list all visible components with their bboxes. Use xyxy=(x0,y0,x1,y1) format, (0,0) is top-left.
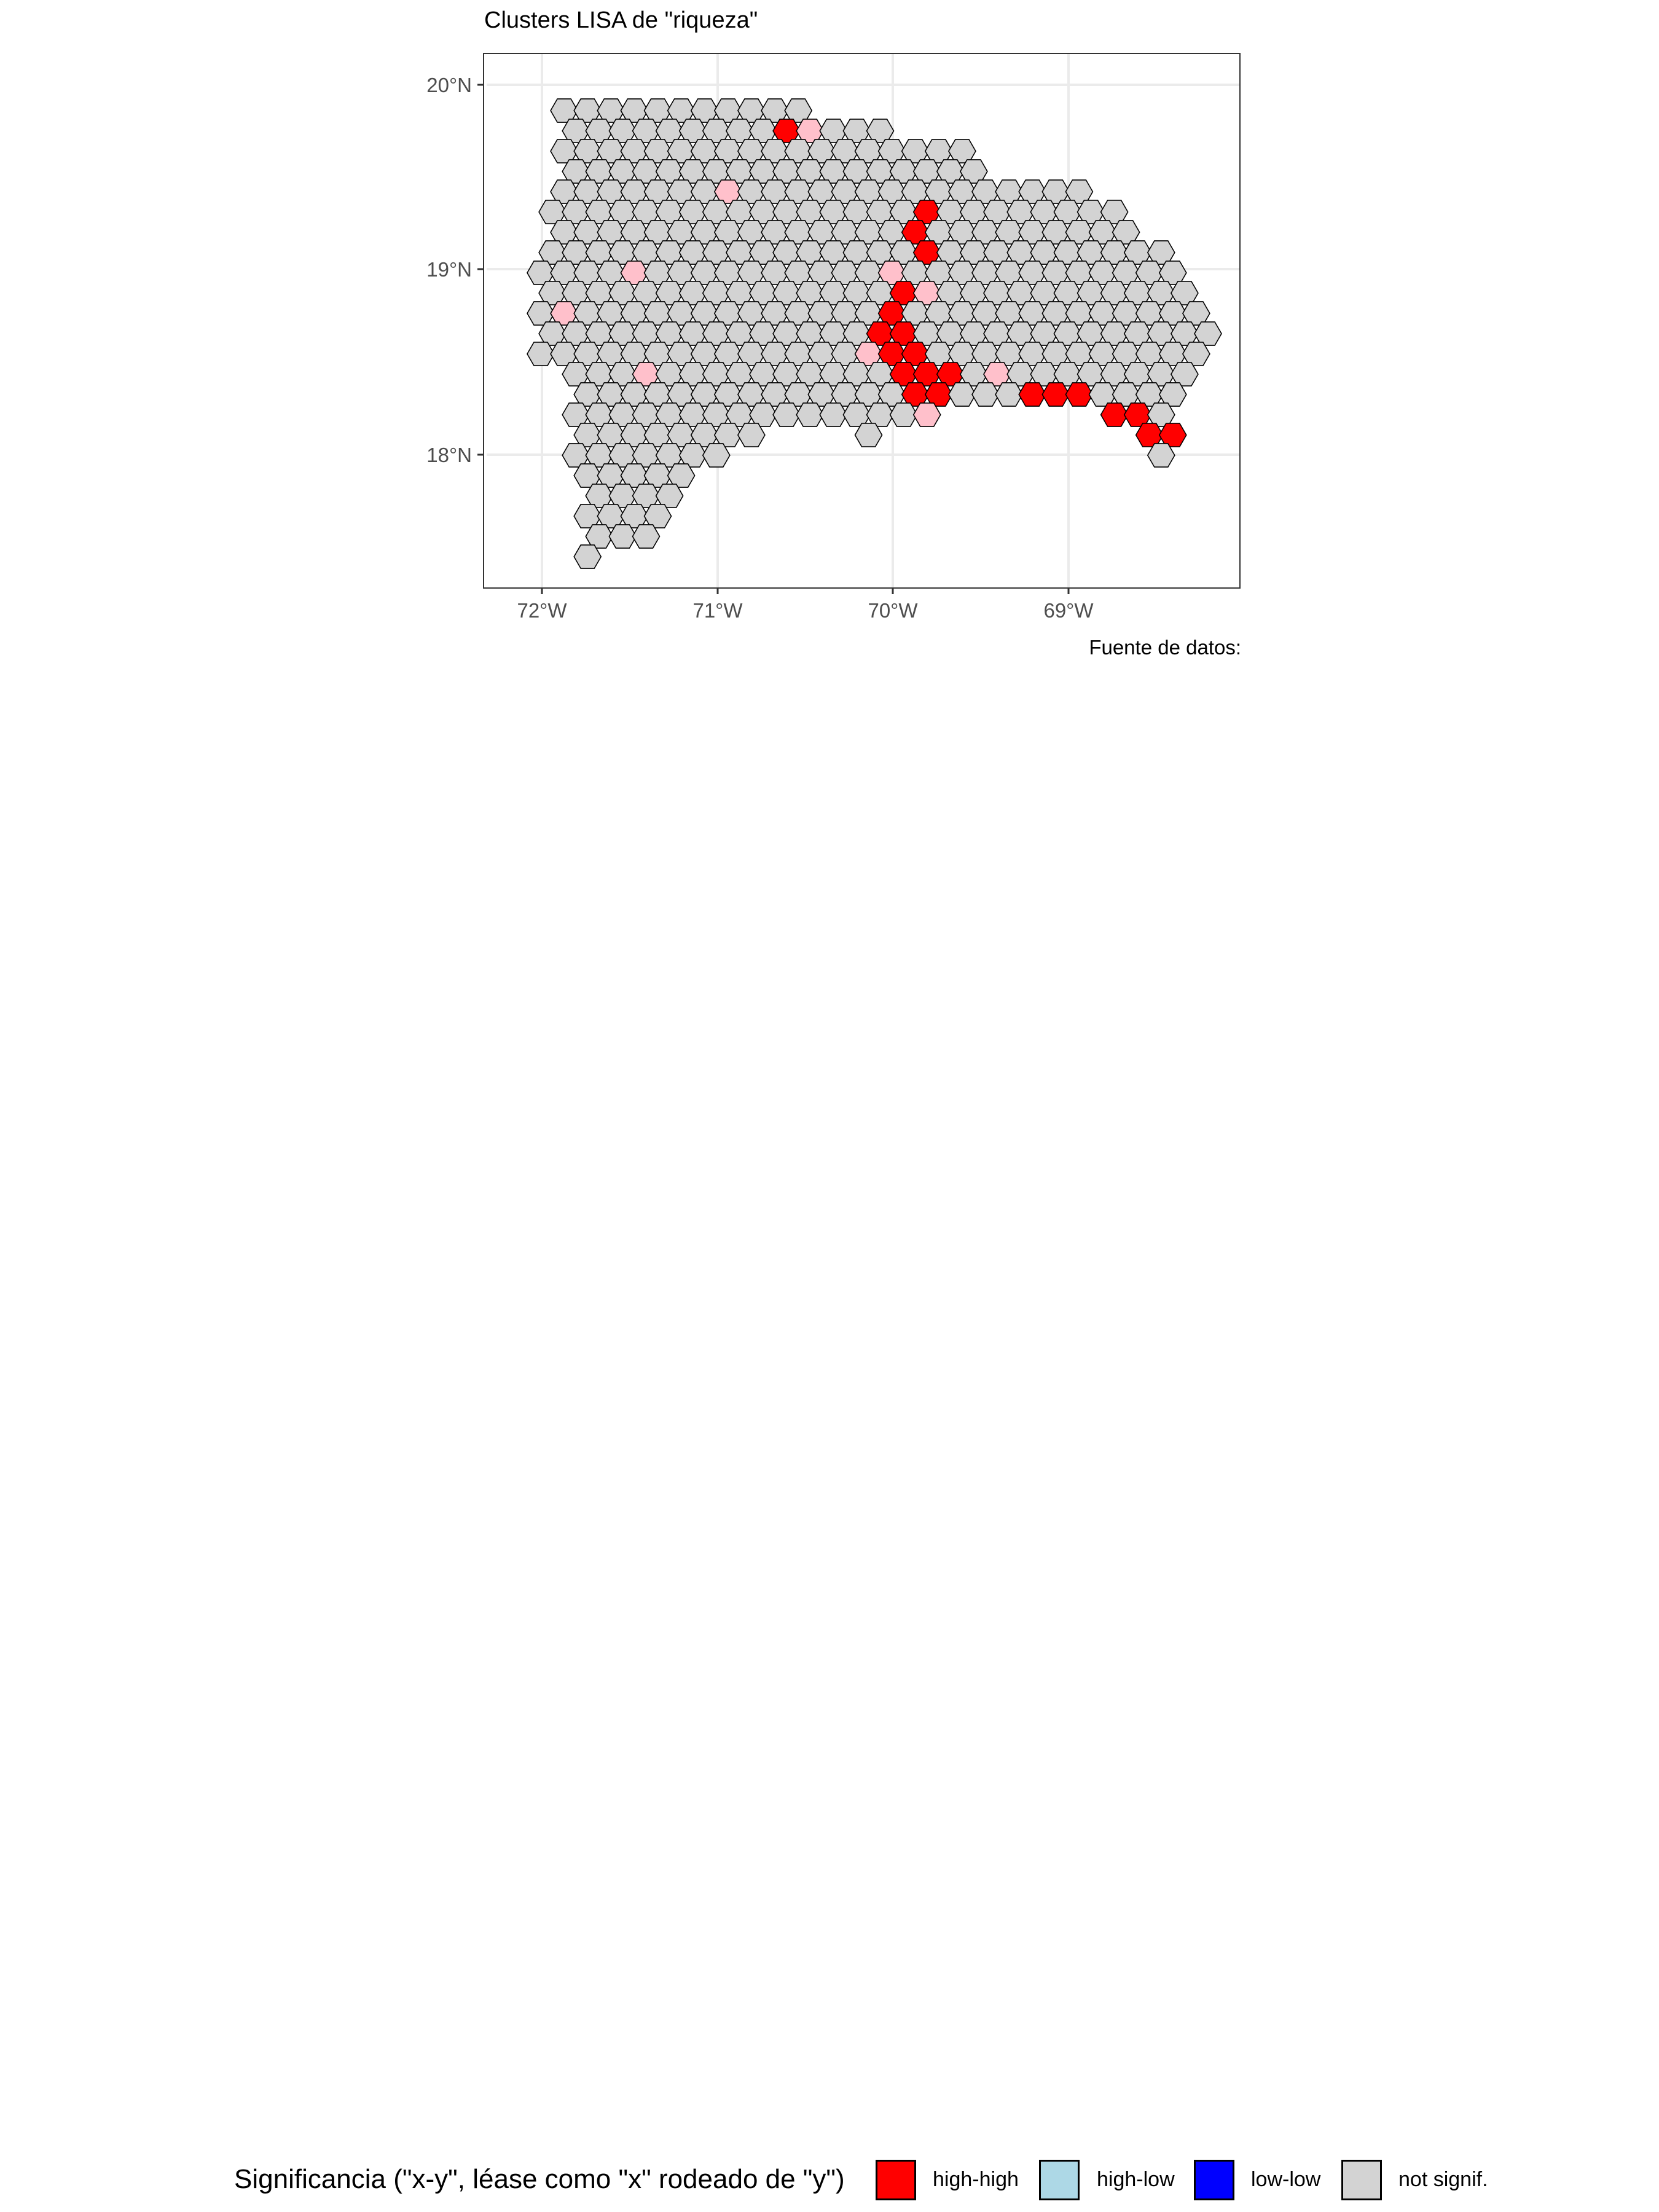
hexagon-cell xyxy=(854,423,883,447)
hexagon-cell xyxy=(643,504,672,528)
hexagon-cell xyxy=(1065,382,1094,407)
hexagon-cell xyxy=(796,402,825,427)
hexagon-cell xyxy=(737,423,766,447)
hexagon-cell xyxy=(585,524,614,549)
legend-key-high-low xyxy=(1039,2160,1080,2200)
hexagon-cell xyxy=(1170,362,1199,386)
hexagon-cell xyxy=(995,382,1024,407)
hexagon-cell xyxy=(713,423,742,447)
legend-key-not-signif xyxy=(1341,2160,1382,2200)
x-tick-label: 72°W xyxy=(517,599,567,622)
hexbin-map: 20°N 19°N 18°N 72°W 71°W 70°W 69°W xyxy=(426,53,1241,622)
hexagon-cell xyxy=(947,382,976,407)
hexagon-cell xyxy=(632,524,661,549)
hexagon-cell xyxy=(912,402,941,427)
hexagon-cell xyxy=(819,402,848,427)
hexagon-cell xyxy=(971,382,1000,407)
panel-border xyxy=(483,53,1241,589)
hexagon-cell xyxy=(1147,443,1175,468)
y-tick-label: 19°N xyxy=(426,258,472,281)
hexagon-cell xyxy=(924,382,953,407)
hexagon-cell xyxy=(702,443,731,468)
legend-label: not signif. xyxy=(1398,2168,1488,2191)
y-tick-label: 18°N xyxy=(426,444,472,466)
x-tick-label: 69°W xyxy=(1043,599,1094,622)
hexagon-cell xyxy=(1158,382,1187,407)
legend-key-high-high xyxy=(876,2160,916,2200)
legend-label: low-low xyxy=(1251,2168,1321,2191)
hexagon-cell xyxy=(573,544,602,569)
hexagon-cell xyxy=(1194,321,1222,346)
hexagon-cell xyxy=(1158,423,1187,447)
source-caption: Fuente de datos: xyxy=(1089,636,1241,659)
x-tick-label: 71°W xyxy=(692,599,743,622)
hexagon-cell xyxy=(1182,342,1210,366)
legend-label: high-low xyxy=(1097,2168,1175,2191)
hexagon-cell xyxy=(667,463,696,488)
map-title: Clusters LISA de "riqueza" xyxy=(484,7,758,33)
hexagon-cell xyxy=(678,443,707,468)
legend: Significancia ("x-y", léase como "x" rod… xyxy=(0,2151,1659,2206)
hexagon-cell xyxy=(749,402,777,427)
hexagon-cell xyxy=(608,524,637,549)
legend-key-low-low xyxy=(1194,2160,1234,2200)
x-axis: 72°W 71°W 70°W 69°W xyxy=(517,588,1094,622)
legend-title: Significancia ("x-y", léase como "x" rod… xyxy=(234,2164,845,2194)
hexagon-cell xyxy=(772,402,801,427)
legend-label: high-high xyxy=(933,2168,1019,2191)
hexagon-cell xyxy=(1100,402,1129,427)
hexagon-cell xyxy=(527,342,555,366)
y-tick-label: 20°N xyxy=(426,74,472,96)
hexagon-cell xyxy=(1041,382,1070,407)
hexagon-cell xyxy=(655,484,684,508)
hexagon-cell xyxy=(1018,382,1047,407)
x-tick-label: 70°W xyxy=(868,599,918,622)
hexagon-cells xyxy=(527,98,1222,569)
hexagon-cell xyxy=(889,402,918,427)
hexagon-cell xyxy=(866,402,895,427)
y-axis: 20°N 19°N 18°N xyxy=(426,74,484,466)
